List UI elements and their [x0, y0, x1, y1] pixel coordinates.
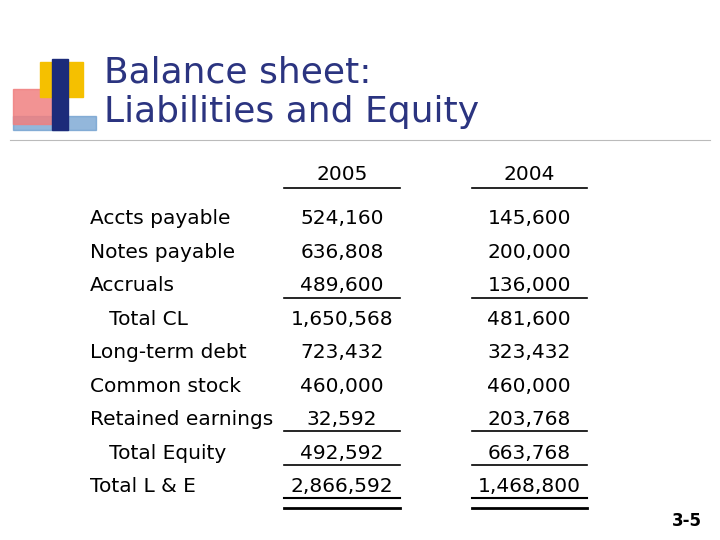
- Text: 1,468,800: 1,468,800: [477, 477, 581, 496]
- Text: 323,432: 323,432: [487, 343, 571, 362]
- Text: 481,600: 481,600: [487, 309, 571, 329]
- Text: 136,000: 136,000: [487, 276, 571, 295]
- Text: 524,160: 524,160: [300, 209, 384, 228]
- Text: 663,768: 663,768: [487, 443, 571, 463]
- Text: 3-5: 3-5: [672, 512, 702, 530]
- Text: Long-term debt: Long-term debt: [90, 343, 247, 362]
- Bar: [13, 116, 96, 130]
- Text: 145,600: 145,600: [487, 209, 571, 228]
- Text: Balance sheet:: Balance sheet:: [104, 56, 372, 90]
- Text: Total L & E: Total L & E: [90, 477, 196, 496]
- Text: 636,808: 636,808: [300, 242, 384, 262]
- Bar: [52, 59, 68, 130]
- Text: 200,000: 200,000: [487, 242, 571, 262]
- Text: 723,432: 723,432: [300, 343, 384, 362]
- Text: Notes payable: Notes payable: [90, 242, 235, 262]
- Text: 2,866,592: 2,866,592: [291, 477, 393, 496]
- Text: 2005: 2005: [316, 165, 368, 184]
- Text: 203,768: 203,768: [487, 410, 571, 429]
- Text: Total Equity: Total Equity: [90, 443, 226, 463]
- Text: 2004: 2004: [503, 165, 555, 184]
- Text: Accts payable: Accts payable: [90, 209, 230, 228]
- Text: Retained earnings: Retained earnings: [90, 410, 274, 429]
- Bar: [40, 62, 83, 97]
- Text: Liabilities and Equity: Liabilities and Equity: [104, 95, 480, 129]
- Text: 1,650,568: 1,650,568: [291, 309, 393, 329]
- Bar: [13, 89, 56, 124]
- Text: 492,592: 492,592: [300, 443, 384, 463]
- Text: Total CL: Total CL: [90, 309, 188, 329]
- Text: Accruals: Accruals: [90, 276, 175, 295]
- Text: Common stock: Common stock: [90, 376, 241, 396]
- Text: 460,000: 460,000: [300, 376, 384, 396]
- Text: 460,000: 460,000: [487, 376, 571, 396]
- Text: 489,600: 489,600: [300, 276, 384, 295]
- Text: 32,592: 32,592: [307, 410, 377, 429]
